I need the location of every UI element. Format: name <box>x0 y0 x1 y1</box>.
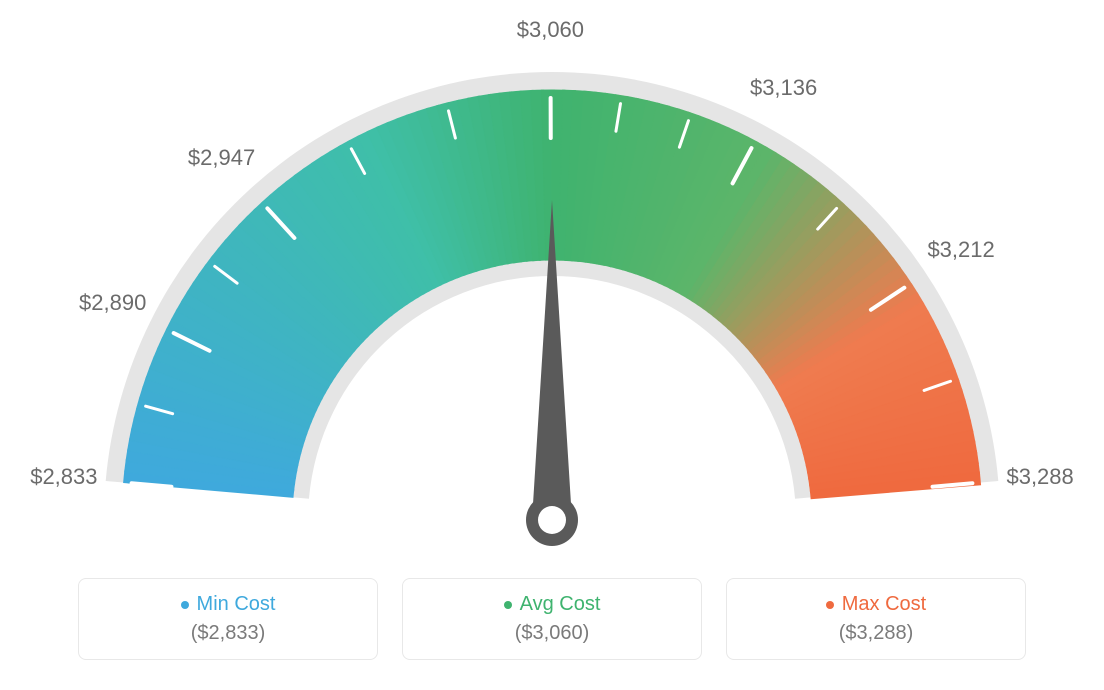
legend-title-max: Max Cost <box>747 593 1005 616</box>
legend-value-max: ($3,288) <box>747 622 1005 645</box>
legend-title-text: Min Cost <box>197 593 276 615</box>
legend-value-min: ($2,833) <box>99 622 357 645</box>
gauge-tick-label: $3,136 <box>750 75 817 101</box>
gauge-chart: $2,833 $2,890 $2,947 $3,060 $3,136 $3,212 $3,2… <box>0 0 1104 560</box>
legend-title-avg: Avg Cost <box>423 593 681 616</box>
gauge-tick-label: $2,890 <box>79 290 146 316</box>
legend-row: Min Cost ($2,833) Avg Cost ($3,060) Max … <box>78 578 1026 660</box>
gauge-tick-label: $3,288 <box>1006 464 1073 490</box>
legend-title-min: Min Cost <box>99 593 357 616</box>
gauge-tick-label: $3,212 <box>927 237 994 263</box>
gauge-svg <box>0 0 1104 560</box>
legend-title-text: Max Cost <box>842 593 926 615</box>
dot-icon <box>181 601 189 609</box>
gauge-tick-label: $2,947 <box>188 145 255 171</box>
gauge-tick-label: $3,060 <box>517 17 584 43</box>
legend-card-avg: Avg Cost ($3,060) <box>402 578 702 660</box>
legend-title-text: Avg Cost <box>520 593 601 615</box>
legend-card-max: Max Cost ($3,288) <box>726 578 1026 660</box>
legend-card-min: Min Cost ($2,833) <box>78 578 378 660</box>
dot-icon <box>826 601 834 609</box>
gauge-tick-label: $2,833 <box>30 464 97 490</box>
legend-value-avg: ($3,060) <box>423 622 681 645</box>
dot-icon <box>504 601 512 609</box>
